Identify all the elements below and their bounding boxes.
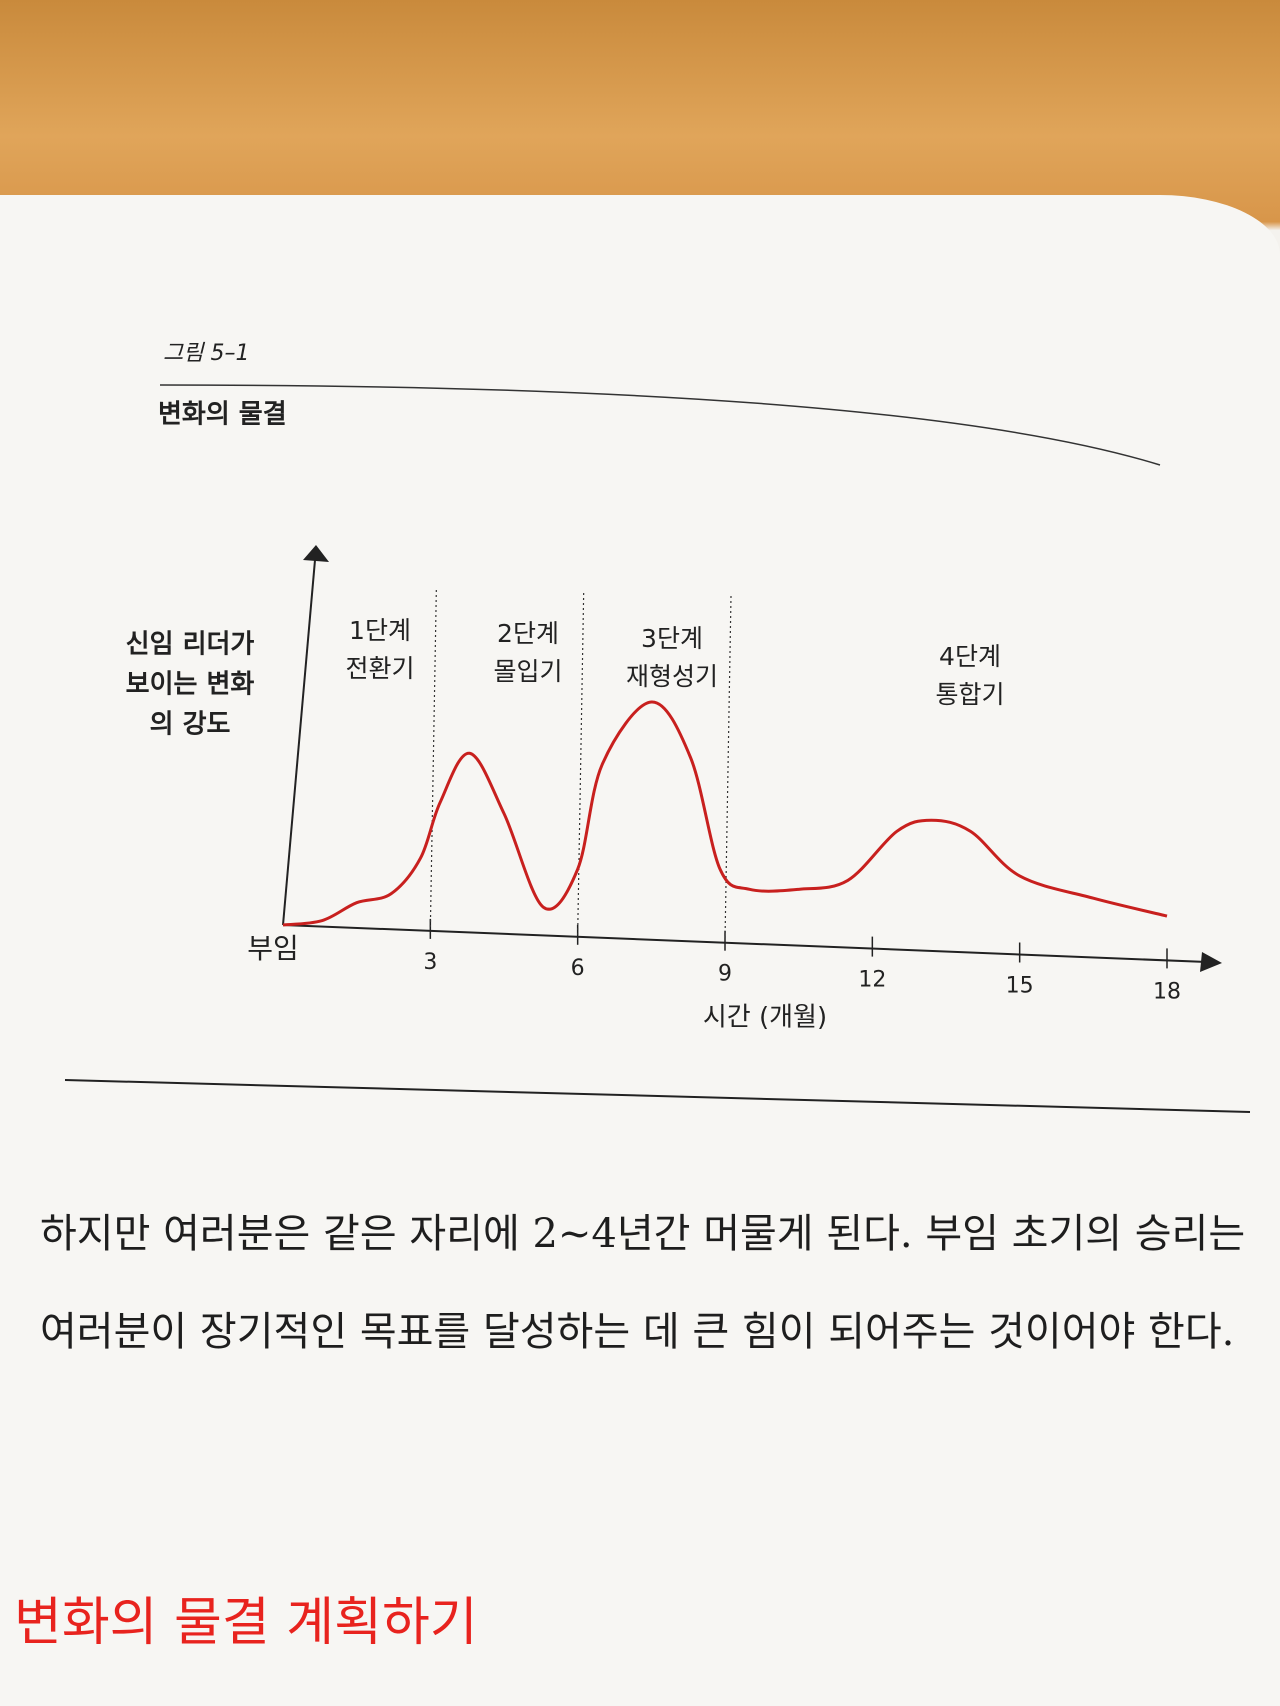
phase-stage: 2단계 [497,619,559,648]
phase-boundary [429,589,437,929]
y-axis-label: 신임 리더가 [126,630,255,660]
phase-stage: 4단계 [939,642,1001,671]
paragraph: 하지만 여러분은 같은 자리에 2~4년간 머물게 된다. 부임 초기의 승리는… [40,1211,1246,1355]
phase-stage: 3단계 [641,624,703,653]
x-tick-label: 9 [718,962,732,987]
rule [159,384,1161,466]
curve [282,700,1168,927]
phase-name: 전환기 [345,654,414,683]
x-tick-label: 15 [1006,973,1034,998]
y-axis-arrow [303,545,329,562]
phase-name: 통합기 [935,680,1004,709]
x-tick-label: 6 [571,956,585,981]
section-heading: 변화의 물결 계획하기 [14,1593,478,1653]
phase-stage: 1단계 [349,616,411,645]
rule [64,1079,1251,1113]
figure-label: 그림 5–1 [163,341,249,366]
y-axis-label: 보이는 변화 [126,670,255,700]
x-tick-label: 18 [1153,979,1181,1004]
phase-name: 몰입기 [493,657,562,686]
phase-boundary [577,592,585,935]
phase-boundary [724,595,732,941]
x-tick-label: 부임 [247,932,299,965]
x-axis-arrow [1200,952,1222,972]
x-tick-label: 12 [858,968,886,993]
x-axis [282,924,1208,963]
x-axis-label: 시간 (개월) [703,1003,827,1033]
phase-name: 재형성기 [626,662,718,691]
figure-title: 변화의 물결 [158,400,287,430]
x-tick-label: 3 [423,950,437,975]
book-page [0,195,1280,1706]
y-axis-label: 의 강도 [150,710,231,740]
y-axis [282,559,316,926]
